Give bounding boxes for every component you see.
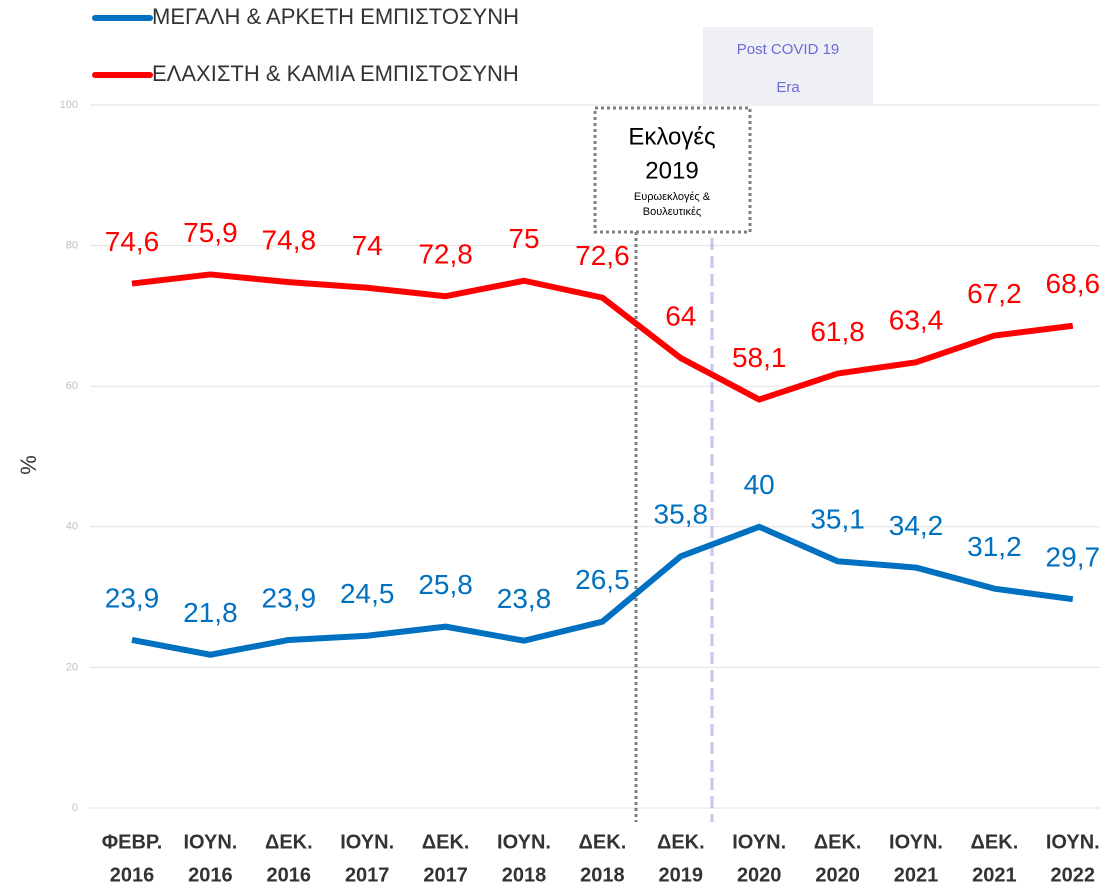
x-tick-label: 2018 [580, 864, 625, 885]
x-tick-label: 2019 [659, 864, 704, 885]
data-label: 58,1 [732, 342, 787, 373]
data-label: 72,8 [418, 239, 473, 270]
data-label: 24,5 [340, 578, 395, 609]
data-label: 63,4 [889, 305, 944, 336]
x-tick-label: ΔΕΚ. [579, 831, 627, 853]
legend-label: ΜΕΓΑΛΗ & ΑΡΚΕΤΗ ΕΜΠΙΣΤΟΣΥΝΗ [152, 4, 519, 29]
covid-box [703, 27, 873, 105]
x-tick-label: 2022 [1051, 864, 1096, 885]
x-tick-label: ΙΟΥΝ. [732, 831, 786, 853]
covid-text: Post COVID 19 [737, 41, 840, 58]
data-label: 68,6 [1046, 268, 1101, 299]
x-tick-label: 2016 [267, 864, 312, 885]
x-tick-label: 2016 [110, 864, 155, 885]
legend-label: ΕΛΑΧΙΣΤΗ & ΚΑΜΙΑ ΕΜΠΙΣΤΟΣΥΝΗ [152, 61, 519, 86]
y-tick-label: 40 [66, 521, 78, 533]
data-label: 23,9 [262, 582, 317, 613]
x-tick-label: ΙΟΥΝ. [340, 831, 394, 853]
data-label: 23,8 [497, 583, 552, 614]
x-tick-label: 2017 [423, 864, 468, 885]
x-tick-label: ΙΟΥΝ. [1046, 831, 1100, 853]
x-tick-label: 2018 [502, 864, 547, 885]
covid-text: Era [776, 79, 800, 96]
data-label: 34,2 [889, 510, 944, 541]
x-tick-label: ΔΕΚ. [422, 831, 470, 853]
data-label: 75 [508, 223, 539, 254]
x-tick-label: 2021 [894, 864, 939, 885]
data-label: 61,8 [810, 316, 865, 347]
y-tick-label: 0 [72, 802, 78, 814]
y-tick-label: 80 [66, 240, 78, 252]
elections-text: Βουλευτικές [643, 206, 701, 218]
data-label: 26,5 [575, 564, 630, 595]
x-tick-label: ΔΕΚ. [657, 831, 705, 853]
elections-title: Εκλογές [628, 123, 715, 150]
data-label: 25,8 [418, 569, 473, 600]
x-tick-label: ΦΕΒΡ. [102, 831, 163, 853]
series-line [131, 271, 1074, 403]
x-tick-label: 2017 [345, 864, 390, 885]
x-tick-label: 2020 [815, 864, 860, 885]
data-label: 75,9 [183, 217, 238, 248]
y-tick-label: 100 [60, 99, 78, 111]
x-tick-label: ΙΟΥΝ. [497, 831, 551, 853]
data-label: 74,8 [262, 225, 317, 256]
series-line [131, 523, 1074, 658]
elections-box [593, 106, 752, 234]
x-tick-label: ΔΕΚ. [265, 831, 313, 853]
x-tick-label: ΔΕΚ. [971, 831, 1019, 853]
data-label: 74,6 [105, 226, 160, 257]
x-tick-label: 2021 [972, 864, 1017, 885]
data-label: 40 [744, 469, 775, 500]
data-label: 21,8 [183, 597, 238, 628]
x-tick-label: ΙΟΥΝ. [183, 831, 237, 853]
data-label: 31,2 [967, 531, 1022, 562]
data-label: 64 [665, 300, 696, 331]
data-label: 67,2 [967, 278, 1022, 309]
x-tick-label: 2020 [737, 864, 782, 885]
data-label: 35,8 [654, 499, 709, 530]
y-axis-label: % [16, 455, 41, 475]
x-tick-label: ΔΕΚ. [814, 831, 862, 853]
y-tick-label: 20 [66, 661, 78, 673]
data-label: 74 [352, 230, 383, 261]
elections-text: Ευρωεκλογές & [634, 191, 711, 203]
x-tick-label: 2016 [188, 864, 233, 885]
y-tick-label: 60 [66, 380, 78, 392]
data-label: 72,6 [575, 240, 630, 271]
data-label: 23,9 [105, 582, 160, 613]
x-tick-label: ΙΟΥΝ. [889, 831, 943, 853]
elections-year: 2019 [645, 157, 698, 184]
data-label: 29,7 [1046, 542, 1101, 573]
data-label: 35,1 [810, 504, 865, 535]
